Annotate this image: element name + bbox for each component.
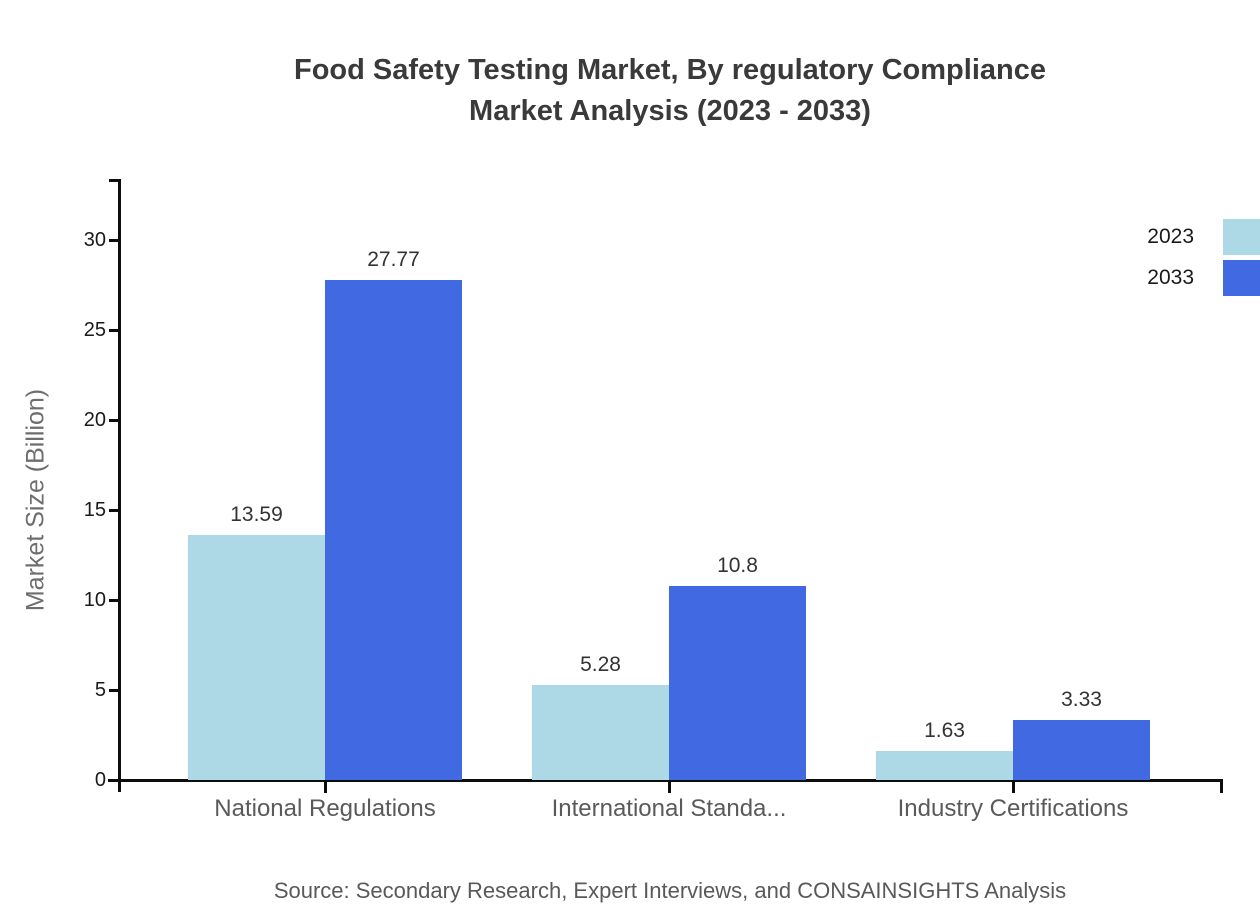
y-axis-tick-label: 0	[94, 769, 106, 791]
y-axis-tick-label: 10	[83, 589, 106, 611]
bar-2023-1	[532, 685, 669, 780]
y-axis-tick	[109, 239, 121, 242]
legend-swatch-2023	[1223, 219, 1260, 255]
legend-label-2033: 2033	[1147, 266, 1194, 289]
x-axis-category-label: National Regulations	[214, 795, 436, 822]
bar-value-label: 13.59	[230, 503, 283, 526]
y-axis-end-tick	[109, 179, 121, 182]
legend-swatch-2033	[1223, 260, 1260, 296]
source-attribution: Source: Secondary Research, Expert Inter…	[273, 878, 1067, 903]
y-axis-tick-label: 25	[83, 319, 106, 341]
x-axis-category-label: International Standa...	[551, 795, 787, 822]
chart-title-line1: Food Safety Testing Market, By regulator…	[293, 54, 1046, 86]
x-axis-end-tick	[1220, 782, 1223, 793]
legend-label-2023: 2023	[1147, 225, 1194, 248]
bar-2033-2	[1013, 720, 1150, 780]
bar-value-label: 1.63	[924, 719, 965, 742]
bar-value-label: 3.33	[1061, 688, 1102, 711]
x-axis-line	[108, 779, 1223, 782]
bar-2023-0	[188, 535, 325, 780]
bar-value-label: 5.28	[580, 653, 621, 676]
x-axis-tick	[668, 782, 671, 793]
y-axis-tick	[109, 419, 121, 422]
y-axis-tick	[109, 329, 121, 332]
bar-2033-0	[325, 280, 462, 780]
y-axis-tick-label: 15	[83, 499, 106, 521]
y-axis-tick	[109, 779, 121, 782]
x-axis-tick	[1012, 782, 1015, 793]
chart-title-line2: Market Analysis (2023 - 2033)	[469, 95, 871, 127]
x-axis-tick	[324, 782, 327, 793]
x-axis-category-label: Industry Certifications	[897, 795, 1129, 822]
y-axis-tick-label: 30	[83, 229, 106, 251]
y-axis-line	[118, 179, 121, 792]
y-axis-tick	[109, 509, 121, 512]
y-axis-tick	[109, 599, 121, 602]
bar-2033-1	[669, 586, 806, 780]
bar-value-label: 27.77	[367, 248, 420, 271]
y-axis-tick-label: 20	[83, 409, 106, 431]
bar-value-label: 10.8	[717, 554, 758, 577]
bar-2023-2	[876, 751, 1013, 780]
y-axis-tick-label: 5	[94, 679, 106, 701]
y-axis-tick	[109, 689, 121, 692]
